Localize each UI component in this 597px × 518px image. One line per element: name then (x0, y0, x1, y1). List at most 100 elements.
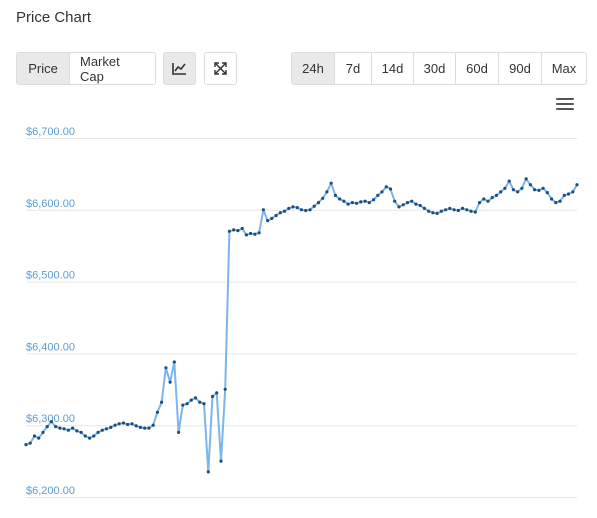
price-data-point[interactable] (516, 190, 520, 194)
price-data-point[interactable] (545, 191, 549, 195)
price-data-point[interactable] (448, 206, 452, 210)
price-data-point[interactable] (126, 422, 130, 427)
price-data-point[interactable] (92, 434, 96, 438)
hamburger-menu-icon[interactable] (556, 98, 574, 112)
price-data-point[interactable] (499, 190, 503, 194)
price-data-point[interactable] (431, 211, 435, 215)
price-data-point[interactable] (490, 196, 494, 200)
price-data-point[interactable] (422, 206, 426, 210)
price-data-point[interactable] (117, 422, 121, 426)
price-data-point[interactable] (198, 400, 202, 404)
price-data-point[interactable] (210, 394, 215, 399)
price-data-point[interactable] (185, 402, 189, 406)
price-data-point[interactable] (376, 193, 380, 197)
price-data-point[interactable] (388, 187, 393, 191)
price-data-point[interactable] (28, 441, 32, 445)
price-data-point[interactable] (338, 197, 342, 201)
price-data-point[interactable] (482, 197, 486, 201)
price-data-point[interactable] (384, 185, 388, 189)
price-data-point[interactable] (37, 436, 41, 440)
price-data-point[interactable] (427, 209, 431, 213)
price-data-point[interactable] (274, 213, 278, 218)
price-data-point[interactable] (503, 186, 507, 190)
price-data-point[interactable] (444, 208, 448, 212)
price-data-point[interactable] (333, 193, 337, 197)
price-data-point[interactable] (168, 380, 172, 384)
price-data-point[interactable] (24, 443, 28, 447)
price-data-point[interactable] (113, 423, 117, 427)
price-data-point[interactable] (397, 205, 401, 209)
price-data-point[interactable] (181, 403, 185, 407)
price-data-point[interactable] (100, 428, 104, 432)
price-data-point[interactable] (537, 188, 541, 192)
price-data-point[interactable] (193, 396, 198, 400)
price-data-point[interactable] (524, 177, 528, 181)
price-data-point[interactable] (465, 208, 469, 212)
price-data-point[interactable] (541, 186, 545, 190)
price-data-point[interactable] (249, 231, 253, 236)
price-data-point[interactable] (66, 428, 70, 432)
price-data-point[interactable] (164, 366, 168, 370)
price-data-point[interactable] (270, 216, 274, 220)
price-data-point[interactable] (410, 199, 414, 203)
price-data-point[interactable] (435, 211, 439, 215)
price-data-point[interactable] (321, 196, 325, 200)
price-data-point[interactable] (71, 426, 75, 430)
price-data-point[interactable] (257, 231, 261, 235)
price-data-point[interactable] (355, 201, 359, 205)
range-7d-button[interactable]: 7d (334, 53, 371, 84)
price-data-point[interactable] (45, 425, 49, 429)
price-data-point[interactable] (486, 199, 490, 203)
price-data-point[interactable] (96, 430, 100, 434)
price-data-point[interactable] (456, 208, 460, 213)
price-data-point[interactable] (109, 425, 113, 429)
price-data-point[interactable] (299, 208, 304, 212)
price-data-point[interactable] (346, 202, 350, 206)
line-chart-button[interactable] (163, 52, 196, 85)
price-data-point[interactable] (461, 206, 465, 210)
price-data-point[interactable] (439, 209, 443, 213)
fullscreen-button[interactable] (204, 52, 237, 85)
price-data-point[interactable] (160, 400, 164, 404)
range-14d-button[interactable]: 14d (371, 53, 413, 84)
price-data-point[interactable] (244, 233, 248, 237)
price-data-point[interactable] (469, 209, 473, 213)
price-data-point[interactable] (172, 360, 176, 364)
price-data-point[interactable] (41, 430, 45, 434)
price-data-point[interactable] (507, 179, 511, 183)
price-data-point[interactable] (575, 183, 579, 187)
price-data-point[interactable] (312, 204, 316, 208)
price-data-point[interactable] (58, 426, 62, 430)
price-data-point[interactable] (215, 391, 219, 395)
price-data-point[interactable] (62, 427, 66, 431)
price-data-point[interactable] (562, 193, 566, 197)
price-data-point[interactable] (520, 186, 524, 190)
price-data-point[interactable] (143, 426, 147, 430)
price-data-point[interactable] (414, 202, 418, 206)
price-data-point[interactable] (401, 203, 405, 207)
price-data-point[interactable] (350, 201, 354, 205)
price-data-point[interactable] (405, 201, 410, 205)
price-data-point[interactable] (533, 188, 537, 192)
price-data-point[interactable] (32, 434, 37, 438)
price-data-point[interactable] (554, 201, 558, 205)
price-data-point[interactable] (342, 199, 346, 203)
price-data-point[interactable] (359, 200, 363, 204)
price-data-point[interactable] (473, 210, 477, 214)
range-90d-button[interactable]: 90d (498, 53, 541, 84)
price-data-point[interactable] (278, 211, 282, 215)
price-data-point[interactable] (232, 228, 236, 232)
price-data-point[interactable] (261, 208, 265, 212)
price-data-point[interactable] (83, 434, 87, 438)
range-60d-button[interactable]: 60d (455, 53, 498, 84)
price-data-point[interactable] (227, 229, 231, 233)
price-data-point[interactable] (75, 429, 79, 433)
price-data-point[interactable] (189, 398, 193, 402)
price-data-point[interactable] (206, 470, 210, 474)
price-data-point[interactable] (134, 424, 138, 428)
price-data-point[interactable] (147, 426, 151, 430)
price-data-point[interactable] (130, 422, 134, 426)
price-data-point[interactable] (571, 190, 575, 194)
price-data-point[interactable] (558, 199, 562, 203)
price-data-point[interactable] (287, 206, 291, 210)
